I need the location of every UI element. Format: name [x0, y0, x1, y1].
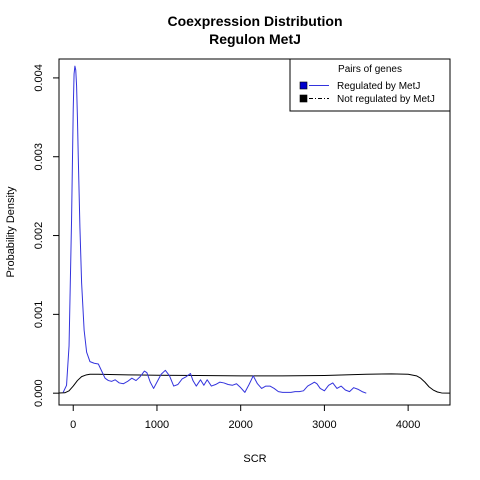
x-tick-label: 2000: [228, 419, 252, 431]
legend-label-not-regulated: Not regulated by MetJ: [337, 94, 435, 105]
y-tick-label: 0.000: [33, 379, 45, 407]
y-tick-label: 0.001: [33, 301, 45, 329]
x-tick-label: 1000: [145, 419, 169, 431]
legend-swatch-regulated: [299, 81, 308, 90]
y-tick-label: 0.003: [33, 143, 45, 171]
y-tick-label: 0.004: [33, 64, 45, 92]
x-tick-label: 3000: [312, 419, 336, 431]
plot-frame: [58, 58, 451, 406]
legend-swatch-not-regulated: [299, 94, 308, 103]
chart-title: Coexpression Distribution: [167, 13, 342, 29]
x-tick-label: 0: [70, 419, 76, 431]
x-tick-label: 4000: [396, 419, 420, 431]
legend-label-regulated: Regulated by MetJ: [337, 81, 420, 92]
y-tick-label: 0.002: [33, 222, 45, 250]
legend: Pairs of genes Regulated by MetJ Not reg…: [289, 58, 451, 112]
x-axis: 0 1000 2000 3000 4000: [70, 405, 420, 431]
legend-title: Pairs of genes: [338, 64, 402, 75]
series-regulated-line: [62, 65, 367, 394]
chart-subtitle: Regulon MetJ: [209, 31, 301, 47]
y-axis: 0.000 0.001 0.002 0.003 0.004: [33, 64, 59, 407]
series-layer: [59, 65, 450, 394]
series-not-regulated-line: [59, 373, 450, 394]
x-axis-label: SCR: [243, 453, 266, 465]
y-axis-label: Probability Density: [5, 186, 17, 278]
